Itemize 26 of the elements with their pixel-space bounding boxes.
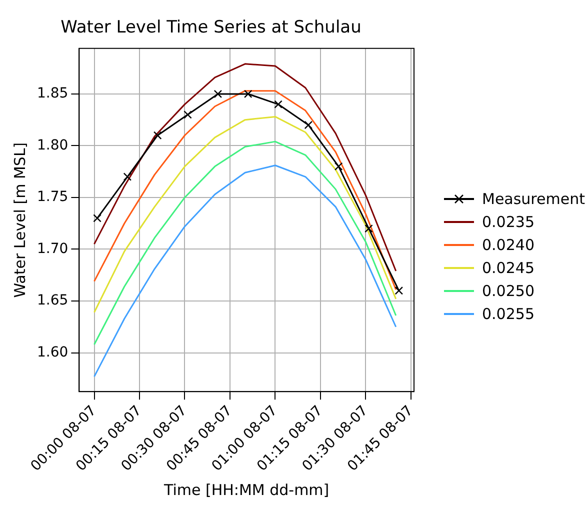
legend-label: 0.0250 (482, 282, 534, 300)
y-tick-label: 1.85 (37, 86, 68, 102)
y-axis-title: Water Level [m MSL] (10, 142, 29, 298)
point (304, 120, 313, 130)
point (93, 214, 102, 222)
point (364, 224, 373, 233)
y-tick-label: 1.70 (37, 240, 68, 257)
y-tick-label: 1.60 (37, 344, 68, 360)
y-tick-label: 1.80 (37, 137, 68, 154)
legend-label: 0.0235 (482, 212, 534, 230)
point (123, 172, 132, 181)
x-axis-title: Time [HH:MM dd-mm] (163, 480, 330, 499)
chart-title: Water Level Time Series at Schulau (60, 18, 362, 38)
point (394, 286, 404, 295)
point (184, 110, 192, 119)
legend-label: Measurement (482, 190, 585, 208)
legend-label: 0.0255 (482, 304, 534, 322)
point (274, 100, 282, 108)
y-tick-label: 1.75 (37, 189, 68, 206)
y-tick-label: 1.65 (37, 292, 68, 309)
legend-label: 0.0240 (482, 236, 534, 254)
legend-label: 0.0245 (482, 258, 534, 276)
point (334, 162, 343, 171)
point (244, 90, 252, 98)
point (153, 131, 162, 140)
point (214, 90, 222, 98)
